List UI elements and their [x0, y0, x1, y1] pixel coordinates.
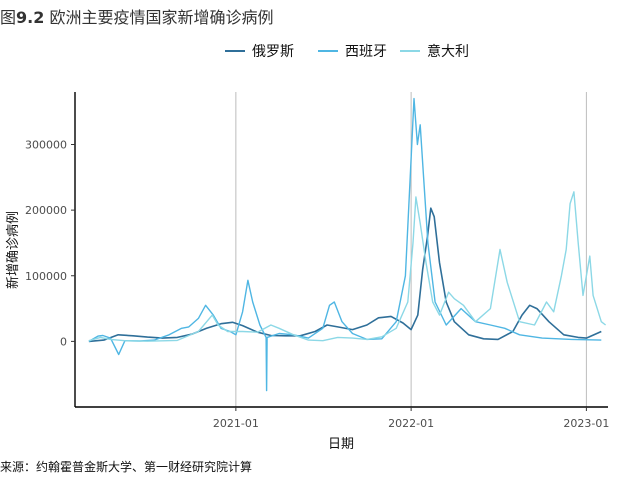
y-tick-label: 100000: [25, 270, 67, 283]
y-tick-label: 200000: [25, 204, 67, 217]
source-note: 来源：约翰霍普金斯大学、第一财经研究院计算: [0, 460, 253, 474]
x-ticks: 2021-01 2022-01 2023-01: [213, 407, 609, 430]
legend: 俄罗斯 西班牙 意大利: [225, 43, 469, 60]
figure-title: 图9.2 欧洲主要疫情国家新增确诊病例: [0, 4, 273, 28]
x-tick-label: 2023-01: [563, 417, 609, 430]
y-tick-label: 0: [60, 335, 67, 348]
y-ticks: 0 100000 200000 300000: [25, 139, 75, 348]
x-tick-label: 2021-01: [213, 417, 259, 430]
series-line-spain: [88, 97, 602, 392]
figure-title-number: 9.2: [16, 8, 45, 27]
legend-label-russia: 俄罗斯: [252, 44, 294, 60]
series-group: [88, 97, 607, 392]
y-axis-title: 新增确诊病例: [5, 211, 21, 289]
legend-label-italy: 意大利: [427, 43, 469, 60]
figure-title-prefix: 图: [0, 8, 17, 27]
series-line-italy: [88, 191, 607, 342]
x-axis-title: 日期: [328, 437, 354, 452]
grid-lines: [235, 92, 587, 407]
series-line-russia: [88, 207, 602, 343]
legend-label-spain: 西班牙: [345, 44, 387, 60]
x-tick-label: 2022-01: [388, 417, 434, 430]
y-tick-label: 300000: [25, 139, 67, 152]
figure-title-text: 欧洲主要疫情国家新增确诊病例: [44, 8, 274, 27]
axes: [74, 92, 608, 408]
